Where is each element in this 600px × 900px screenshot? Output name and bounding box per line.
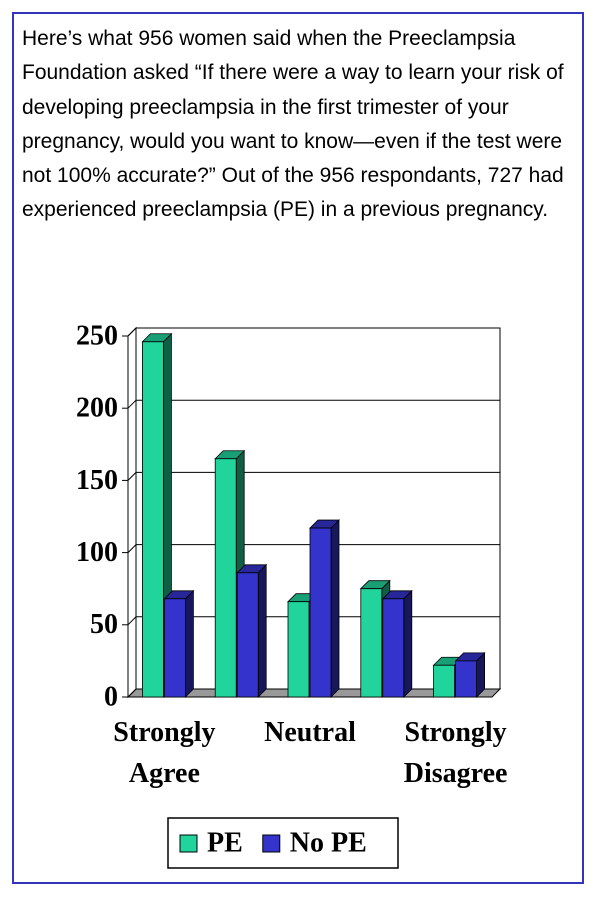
bar-front <box>433 664 456 698</box>
description: Here’s what 956 women said when the Pree… <box>22 27 564 222</box>
bar-side <box>403 589 413 698</box>
bar-side <box>330 519 340 698</box>
legend-swatch <box>262 834 281 853</box>
x-tick-label: Strongly Agree <box>113 717 216 789</box>
y-tick-label: 0 <box>104 681 118 712</box>
y-tick-label: 150 <box>76 465 118 496</box>
bar <box>309 519 340 698</box>
bar <box>454 651 486 698</box>
bar-front <box>214 458 237 698</box>
legend-box <box>167 817 399 869</box>
bar-front <box>287 601 310 698</box>
y-tick-label: 200 <box>76 393 118 424</box>
y-tick-label: 250 <box>76 320 118 351</box>
bar-front <box>360 588 383 698</box>
bar-front <box>309 527 332 698</box>
x-tick-label: Neutral <box>264 717 356 748</box>
bar <box>236 563 268 698</box>
legend-swatch <box>179 834 198 853</box>
legend-label: PE <box>207 827 243 858</box>
bar-front <box>382 598 405 698</box>
y-tick-label: 50 <box>90 609 118 640</box>
bar-front <box>163 598 186 698</box>
grid-line <box>127 399 500 409</box>
bar <box>163 589 195 698</box>
frame <box>12 12 584 884</box>
bar-front <box>455 660 478 698</box>
bar-front <box>141 341 164 698</box>
x-tick-label: Strongly Disagree <box>403 717 508 789</box>
grid-line <box>127 544 500 553</box>
legend-label: No PE <box>290 827 367 858</box>
bar <box>381 589 413 698</box>
bar-side <box>257 563 267 698</box>
grid-line <box>127 327 500 337</box>
bar-front <box>236 572 259 698</box>
grid-line <box>127 471 500 481</box>
bar-side <box>184 589 194 698</box>
side-wall <box>127 326 137 699</box>
y-tick-label: 100 <box>76 537 118 568</box>
